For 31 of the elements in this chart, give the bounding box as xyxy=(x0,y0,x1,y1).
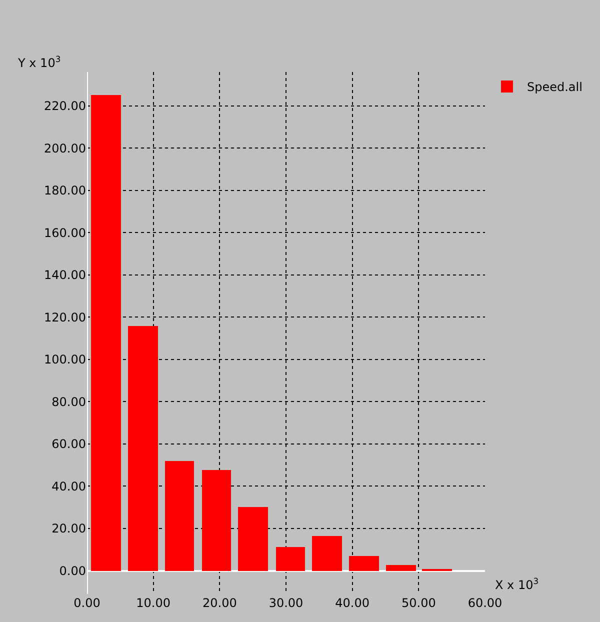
y-tick-label: 220.00 xyxy=(44,99,86,114)
bar xyxy=(312,536,342,571)
legend-label: Speed.all xyxy=(526,80,582,94)
bar xyxy=(91,95,121,571)
y-tick-label: 20.00 xyxy=(52,522,86,536)
bar xyxy=(238,507,268,571)
y-axis-title: Y x 10$^{3}$ xyxy=(17,54,61,70)
x-tick-label: 30.00 xyxy=(268,596,304,610)
y-tick-label: 60.00 xyxy=(52,437,86,452)
bar xyxy=(386,565,416,571)
y-tick-label: 40.00 xyxy=(52,479,86,494)
y-tick-label: 180.00 xyxy=(44,184,86,198)
y-tick-label: 160.00 xyxy=(44,226,86,240)
y-tick-label: 140.00 xyxy=(44,268,86,282)
x-tick-label: 60.00 xyxy=(468,596,502,610)
x-tick-label: 0.00 xyxy=(74,596,100,610)
x-tick-label: 10.00 xyxy=(136,596,171,610)
bar xyxy=(349,556,379,571)
x-axis-title: X x 10$^{3}$ xyxy=(495,576,539,592)
bar xyxy=(276,547,305,571)
y-tick-label: 100.00 xyxy=(44,352,86,367)
x-tick-label: 40.00 xyxy=(335,596,370,610)
bar xyxy=(165,461,194,571)
y-tick-label: 0.00 xyxy=(59,564,86,578)
bar xyxy=(128,326,158,571)
x-tick-label: 20.00 xyxy=(202,596,237,610)
x-tick-label: 50.00 xyxy=(401,596,436,610)
y-tick-label: 120.00 xyxy=(44,310,86,324)
y-tick-label: 200.00 xyxy=(44,141,86,156)
y-tick-label: 80.00 xyxy=(52,394,86,409)
bar xyxy=(202,470,231,571)
